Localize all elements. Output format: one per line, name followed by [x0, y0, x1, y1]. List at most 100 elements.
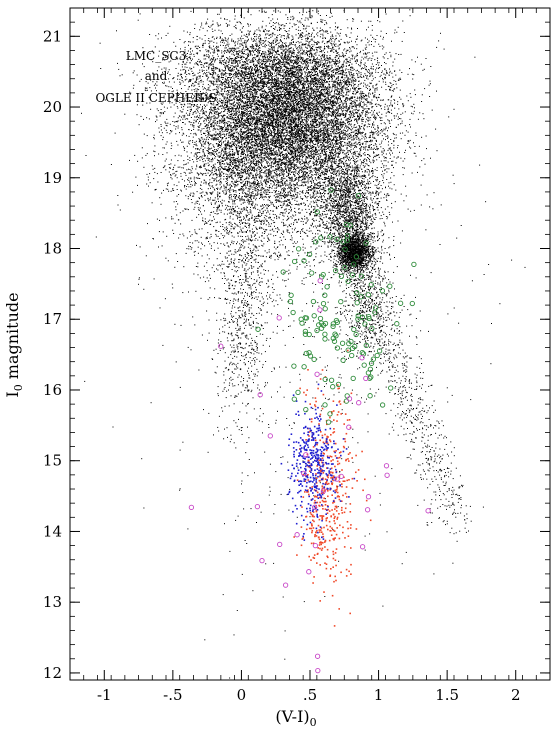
data-point: [276, 62, 278, 64]
data-point: [206, 223, 208, 224]
data-point: [335, 89, 337, 91]
data-point: [410, 105, 412, 107]
data-point: [323, 145, 325, 147]
data-point: [350, 186, 351, 188]
data-point: [301, 72, 303, 74]
data-point: [262, 138, 264, 140]
data-point: [374, 51, 376, 53]
data-point: [178, 154, 180, 156]
data-point: [163, 189, 164, 191]
data-point: [247, 30, 249, 32]
data-point: [310, 133, 312, 135]
data-point: [311, 53, 313, 55]
data-point: [185, 94, 187, 96]
data-point: [278, 97, 280, 99]
data-point: [249, 50, 251, 52]
data-point: [223, 42, 225, 44]
data-point: [273, 114, 275, 116]
data-point: [190, 122, 192, 123]
data-point: [255, 194, 257, 196]
data-point: [192, 75, 194, 77]
data-point: [295, 107, 297, 109]
data-point: [250, 156, 252, 158]
data-point: [358, 109, 360, 111]
data-point: [236, 145, 238, 147]
data-point: [290, 77, 292, 79]
data-point: [366, 46, 368, 48]
data-point: [303, 153, 305, 155]
data-point: [361, 118, 362, 120]
data-point: [251, 149, 253, 151]
data-point: [305, 134, 307, 136]
data-point: [303, 105, 304, 107]
data-point: [290, 206, 291, 208]
data-point: [318, 101, 320, 103]
data-point: [260, 38, 262, 40]
data-point: [218, 152, 220, 154]
data-point: [298, 112, 300, 114]
data-point: [193, 128, 195, 130]
data-point: [246, 82, 248, 84]
data-point: [380, 30, 382, 32]
data-point: [211, 169, 213, 171]
data-point: [283, 91, 285, 93]
data-point: [291, 122, 293, 123]
data-point: [341, 122, 343, 124]
data-point: [311, 115, 313, 117]
data-point: [184, 114, 186, 116]
data-point: [308, 72, 309, 74]
data-point: [160, 129, 162, 131]
data-point: [299, 48, 301, 50]
data-point: [261, 99, 263, 101]
data-point: [338, 90, 340, 92]
data-point: [202, 108, 204, 110]
data-point: [281, 126, 283, 128]
data-point: [196, 166, 198, 168]
data-point: [209, 63, 211, 65]
data-point: [182, 98, 184, 100]
data-point: [276, 119, 278, 121]
data-point: [218, 125, 220, 127]
data-point: [230, 77, 232, 79]
data-point: [220, 153, 222, 155]
data-point: [310, 155, 312, 157]
data-point: [297, 121, 299, 123]
data-point: [198, 203, 200, 205]
data-point: [334, 140, 336, 142]
data-point: [266, 107, 268, 109]
data-point: [281, 131, 283, 133]
data-point: [272, 18, 274, 20]
data-point: [252, 133, 254, 135]
data-point: [216, 221, 218, 223]
data-point: [304, 127, 306, 129]
data-point: [319, 51, 321, 53]
data-point: [235, 104, 236, 106]
data-point: [303, 97, 305, 99]
data-point: [349, 133, 351, 134]
data-point: [244, 42, 246, 44]
data-point: [324, 47, 325, 49]
data-point: [274, 137, 276, 139]
data-point: [268, 113, 269, 115]
data-point: [241, 53, 243, 55]
data-point: [378, 212, 380, 214]
data-point: [182, 141, 184, 143]
data-point: [242, 202, 244, 204]
data-point: [207, 54, 209, 56]
data-point: [234, 85, 236, 87]
data-point: [332, 138, 334, 140]
data-point: [291, 187, 292, 189]
data-point: [236, 100, 238, 101]
data-point: [156, 218, 158, 220]
data-point: [264, 111, 266, 113]
data-point: [359, 65, 361, 67]
data-point: [284, 108, 286, 110]
data-point: [248, 98, 250, 99]
data-point: [188, 80, 190, 82]
data-point: [240, 21, 241, 23]
data-point: [281, 64, 283, 65]
data-point: [286, 91, 288, 92]
data-point: [228, 132, 230, 134]
data-point: [295, 147, 297, 149]
data-point: [333, 41, 335, 43]
